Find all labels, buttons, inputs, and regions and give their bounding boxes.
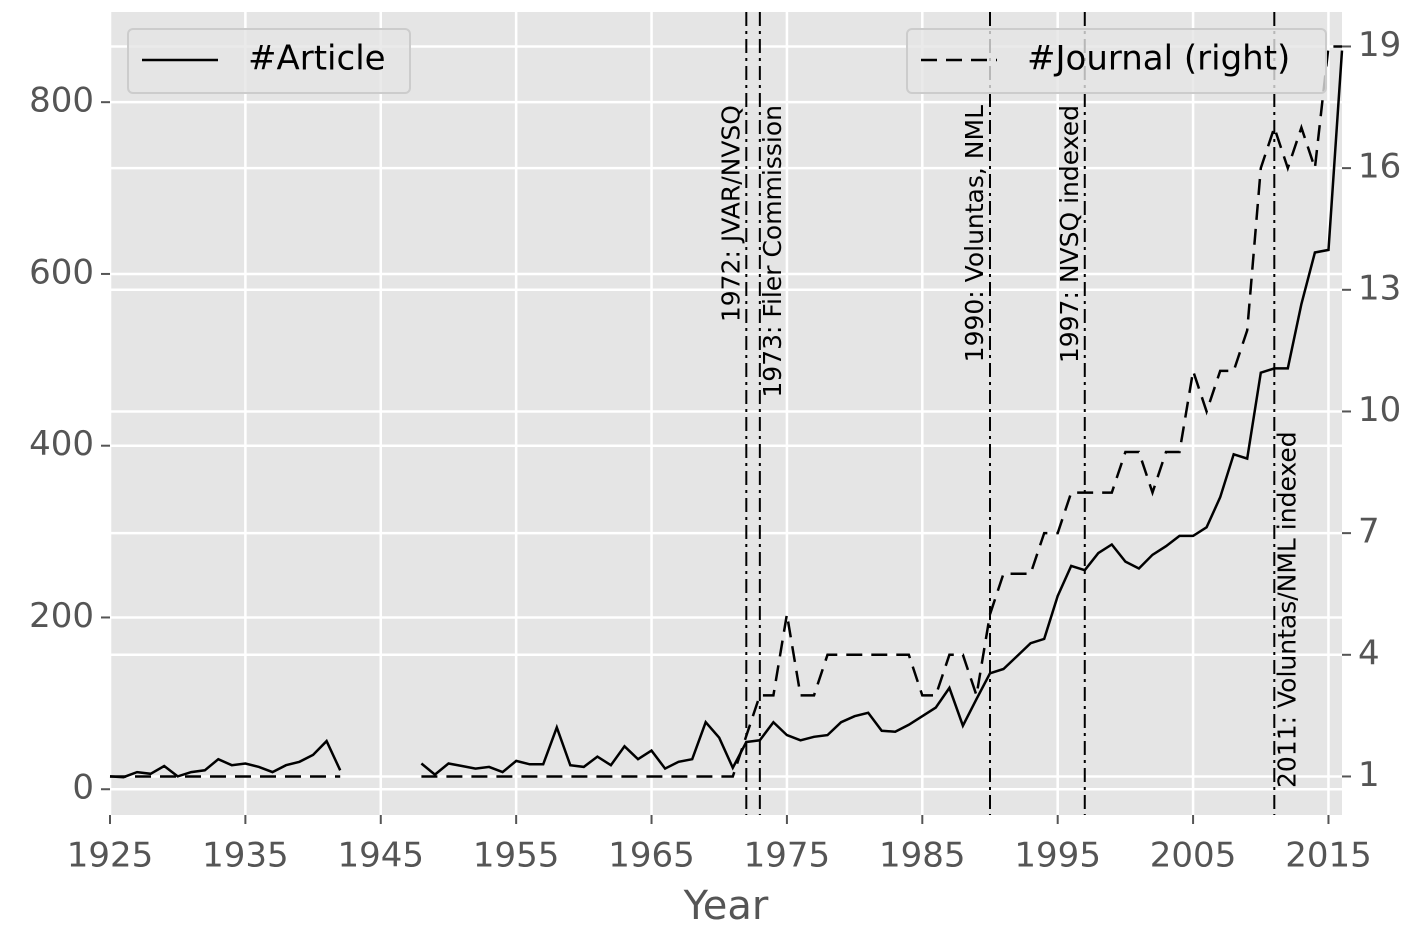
y-tick-label: 400 [29,424,94,464]
x-tick-label: 2005 [1150,836,1237,876]
y2-tick-label: 10 [1358,390,1401,430]
plot-area [110,12,1342,815]
annotation-text: 2011: Voluntas/NML indexed [1272,431,1301,788]
legend-box [127,28,411,94]
annotation-text: 1997: NVSQ indexed [1055,105,1084,363]
x-tick-label: 1975 [744,836,831,876]
y2-tick-label: 4 [1358,633,1380,673]
y2-tick-label: 1 [1358,755,1380,795]
y2-tick-label: 13 [1358,268,1401,308]
x-tick-label: 1935 [202,836,289,876]
series-line [109,50,1344,779]
x-tick-label: 2015 [1285,836,1372,876]
x-tick-label: 1995 [1014,836,1101,876]
y2-tick-label: 7 [1358,512,1380,552]
x-tick-label: 1965 [608,836,695,876]
y-tick-label: 800 [29,81,94,121]
y-tick-label: 600 [29,252,94,292]
annotation-text: 1972: JVAR/NVSQ [716,105,745,322]
y-tick-label: 200 [29,596,94,636]
legend-label: #Article [248,39,386,79]
legend-label: #Journal (right) [1027,39,1290,79]
legend: #Journal (right) [906,28,1327,94]
legend: #Article [127,28,411,94]
series-line [110,45,1342,778]
x-axis-label: Year [683,883,769,929]
x-tick-label: 1945 [338,836,425,876]
x-tick-label: 1925 [67,836,154,876]
x-tick-label: 1985 [879,836,966,876]
y2-tick-label: 16 [1358,147,1401,187]
annotation-text: 1973: Filer Commission [758,105,787,398]
y-tick-label: 0 [72,768,94,808]
legend-box [906,28,1327,94]
x-tick-label: 1955 [473,836,560,876]
y2-tick-label: 19 [1358,25,1401,65]
annotation-text: 1990: Voluntas, NML [960,105,989,362]
